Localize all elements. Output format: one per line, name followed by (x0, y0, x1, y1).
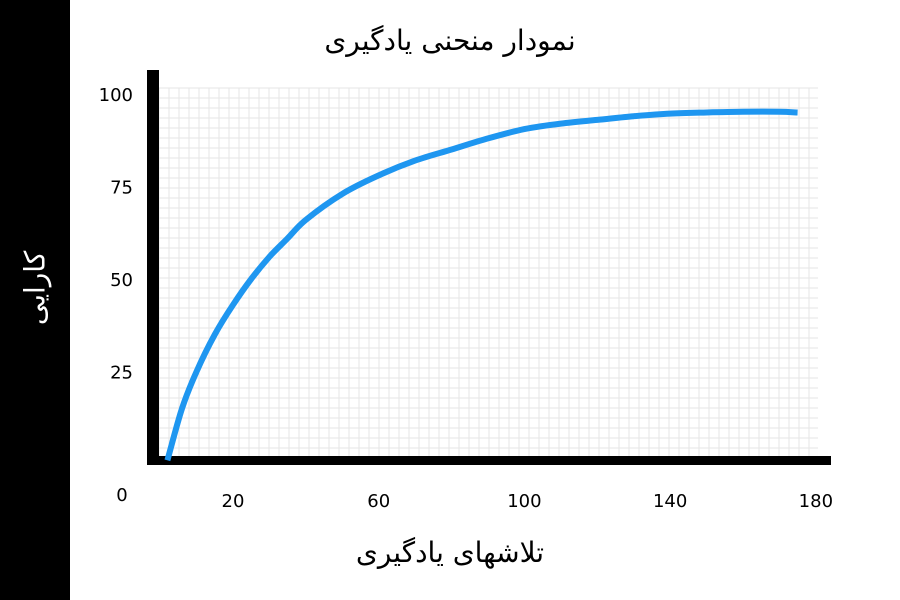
y-tick-label: 50 (110, 270, 133, 291)
x-tick-label: 140 (653, 491, 687, 512)
series-lines (164, 108, 798, 462)
x-tick-label: 180 (799, 491, 833, 512)
y-tick-label: 100 (99, 85, 133, 106)
x-tick-label: 100 (507, 491, 541, 512)
tick-labels: 20 60 100 140 180 25 50 75 100 0 (99, 85, 833, 512)
x-axis-line (147, 456, 831, 465)
x-tick-label: 60 (367, 491, 390, 512)
chart-title: نمودار منحنی یادگیری (324, 24, 576, 57)
x-axis-label: تلاشهای یادگیری (355, 536, 545, 569)
y-tick-label: 75 (110, 178, 133, 199)
series-line (164, 108, 798, 462)
y-tick-label: 25 (110, 363, 133, 384)
origin-label: 0 (116, 485, 127, 506)
y-axis-line (147, 70, 159, 465)
x-tick-label: 20 (222, 491, 245, 512)
axes (147, 70, 831, 465)
y-axis-band: کارایی (0, 0, 70, 600)
grid (158, 87, 818, 459)
